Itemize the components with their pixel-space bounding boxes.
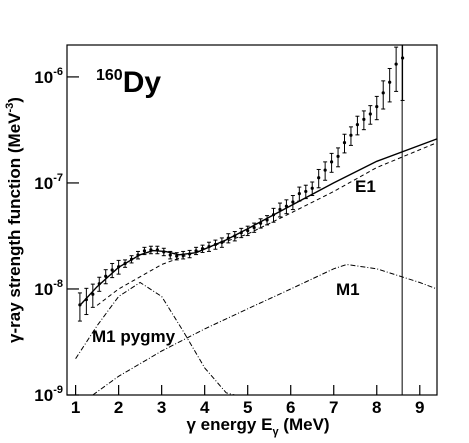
x-label-close: (MeV) [279, 415, 330, 434]
data-point [265, 218, 269, 222]
x-tick-label: 6 [286, 398, 295, 417]
error-bar [77, 292, 82, 322]
data-point [329, 160, 334, 164]
x-label-text: γ energy E [186, 415, 272, 434]
y-tick-base: 10 [34, 386, 53, 405]
chart-title: 160Dy [96, 66, 161, 99]
data-point [194, 249, 198, 253]
data-point [97, 282, 101, 286]
fit-curve [92, 263, 438, 396]
x-tick-label: 7 [329, 398, 338, 417]
x-tick-label: 9 [415, 398, 424, 417]
annotation: M1 pygmy [92, 327, 176, 346]
data-point [129, 257, 134, 261]
data-point [323, 168, 327, 172]
data-point [181, 253, 185, 257]
x-tick-label: 5 [243, 398, 252, 417]
data-point [136, 253, 140, 257]
data-point [368, 112, 372, 116]
data-point [336, 154, 340, 158]
x-axis-label: γ energy Eγ (MeV) [186, 415, 329, 438]
y-tick-exponent: -9 [53, 384, 63, 396]
data-point [213, 242, 218, 247]
y-tick-exponent: -7 [53, 172, 63, 184]
title-element: Dy [123, 66, 162, 99]
data-point [317, 176, 321, 180]
error-bar [84, 287, 89, 316]
annotation: E1 [355, 177, 376, 196]
data-point [239, 231, 243, 235]
data-point [342, 141, 347, 145]
title-mass: 160 [96, 67, 123, 84]
data-point [155, 248, 159, 252]
annotation: M1 [336, 280, 360, 299]
data-point [149, 248, 153, 252]
x-tick-label: 1 [71, 398, 80, 417]
data-point [233, 234, 237, 238]
data-point [310, 186, 314, 190]
data-point [110, 268, 114, 272]
y-tick-label: 10-8 [34, 278, 63, 299]
data-point [91, 292, 95, 296]
data-point [271, 213, 276, 217]
data-point [278, 207, 282, 212]
data-point [304, 189, 308, 194]
data-point [381, 91, 385, 95]
y-label-exponent: -3 [4, 103, 16, 113]
y-tick-exponent: -8 [53, 278, 63, 290]
data-point [375, 104, 379, 109]
error-bar [381, 80, 386, 110]
y-tick-base: 10 [34, 68, 53, 87]
y-tick-exponent: -6 [53, 66, 63, 78]
data-point [349, 133, 353, 137]
data-point [207, 244, 211, 249]
x-tick-label: 4 [200, 398, 210, 417]
data-point [78, 303, 82, 307]
data-point [142, 249, 147, 253]
y-label-close: ) [5, 97, 24, 103]
data-point [188, 252, 192, 256]
y-tick-label: 10-9 [34, 384, 63, 405]
y-axis-label: γ-ray strength function (MeV-3) [4, 97, 24, 343]
data-point [252, 225, 256, 230]
data-point [297, 191, 301, 196]
y-tick-label: 10-6 [34, 66, 63, 87]
fit-curve [75, 281, 235, 396]
data-point [362, 117, 366, 121]
data-point [200, 247, 205, 251]
data-point [168, 253, 172, 257]
error-bar [400, 44, 405, 101]
data-point [394, 62, 398, 66]
data-point [84, 297, 88, 302]
y-tick-label: 10-7 [34, 172, 63, 193]
data-point [104, 274, 108, 278]
y-tick-base: 10 [34, 174, 53, 193]
data-point [226, 236, 230, 240]
y-tick-base: 10 [34, 280, 53, 299]
data-point [291, 200, 295, 204]
data-point [175, 254, 179, 258]
x-tick-label: 3 [157, 398, 166, 417]
data-point [220, 240, 224, 244]
x-tick-label: 8 [372, 398, 381, 417]
x-tick-label: 2 [114, 398, 123, 417]
fit-curve [96, 142, 438, 306]
data-point [355, 123, 360, 127]
x-label-subscript: γ [272, 426, 279, 438]
plot-frame [66, 44, 438, 396]
data-point [284, 204, 289, 208]
y-label-text: γ-ray strength function (MeV [5, 112, 24, 343]
error-bar [387, 67, 392, 103]
data-point [388, 80, 392, 84]
data-point [400, 56, 405, 60]
fit-curve [79, 138, 438, 306]
error-bar [394, 46, 399, 92]
data-point [246, 229, 250, 233]
data-point [117, 265, 121, 269]
data-point [162, 250, 166, 254]
data-point [259, 221, 263, 225]
data-point [123, 261, 127, 266]
